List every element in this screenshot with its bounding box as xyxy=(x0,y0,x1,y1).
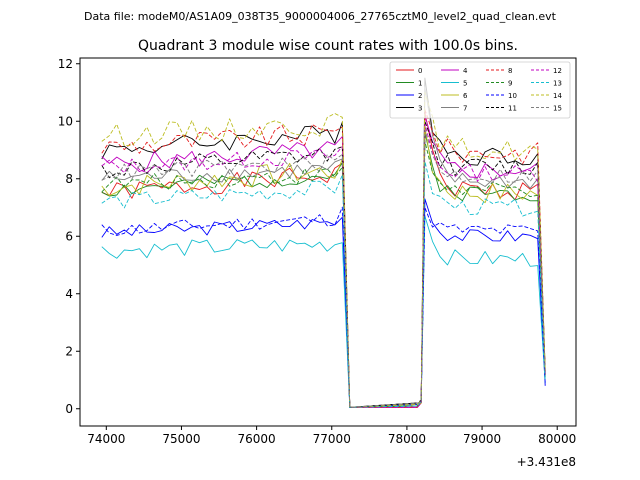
legend-label-6: 6 xyxy=(463,92,468,100)
series-line-11 xyxy=(101,120,546,408)
legend-label-7: 7 xyxy=(463,105,467,113)
y-tick-label: 10 xyxy=(58,114,73,128)
series-line-14 xyxy=(101,92,546,408)
series-line-1 xyxy=(101,132,546,408)
x-offset-label: +3.431e8 xyxy=(517,455,576,469)
plot-frame xyxy=(79,57,577,427)
x-tick-label: 76000 xyxy=(238,432,276,446)
legend-label-11: 11 xyxy=(508,105,517,113)
series-line-10 xyxy=(101,206,546,408)
legend-label-10: 10 xyxy=(508,92,517,100)
legend-label-13: 13 xyxy=(553,80,562,88)
legend-label-9: 9 xyxy=(508,80,512,88)
legend-label-14: 14 xyxy=(553,92,562,100)
x-tick-label: 80000 xyxy=(538,432,576,446)
series-line-3 xyxy=(101,77,546,408)
series-line-2 xyxy=(101,198,546,408)
legend-label-15: 15 xyxy=(553,105,562,113)
y-axis: 0 2 4 6 8 10 12 xyxy=(58,57,80,416)
x-axis: 74000 75000 76000 77000 78000 79000 80000 xyxy=(87,426,576,446)
legend-label-3: 3 xyxy=(418,105,422,113)
y-tick-label: 4 xyxy=(65,287,73,301)
y-tick-label: 0 xyxy=(65,402,73,416)
legend-label-4: 4 xyxy=(463,67,468,75)
chart-title: Quadrant 3 module wise count rates with … xyxy=(138,38,518,54)
legend-box xyxy=(389,61,571,119)
series-line-5 xyxy=(101,215,546,408)
legend-label-8: 8 xyxy=(508,67,512,75)
y-tick-label: 2 xyxy=(65,344,73,358)
y-tick-label: 12 xyxy=(58,57,73,71)
y-tick-label: 6 xyxy=(65,229,73,243)
series-line-4 xyxy=(101,115,546,408)
series-line-12 xyxy=(101,123,546,408)
series-layer xyxy=(101,77,546,408)
series-line-7 xyxy=(101,86,546,408)
x-tick-label: 75000 xyxy=(162,432,200,446)
series-line-15 xyxy=(101,129,546,408)
x-tick-label: 74000 xyxy=(87,432,125,446)
series-line-9 xyxy=(101,140,546,408)
y-tick-label: 8 xyxy=(65,172,73,186)
x-tick-label: 78000 xyxy=(388,432,426,446)
x-tick-label: 79000 xyxy=(463,432,501,446)
legend-label-12: 12 xyxy=(553,67,562,75)
legend-label-1: 1 xyxy=(418,80,422,88)
series-line-8 xyxy=(101,109,546,408)
series-line-6 xyxy=(101,126,546,408)
series-line-0 xyxy=(101,112,546,408)
legend-label-2: 2 xyxy=(418,92,422,100)
legend-label-5: 5 xyxy=(463,80,467,88)
chart-suptitle: Data file: modeM0/AS1A09_038T35_90000040… xyxy=(84,10,557,23)
series-line-13 xyxy=(101,161,546,408)
legend-label-0: 0 xyxy=(418,67,422,75)
x-tick-label: 77000 xyxy=(313,432,351,446)
